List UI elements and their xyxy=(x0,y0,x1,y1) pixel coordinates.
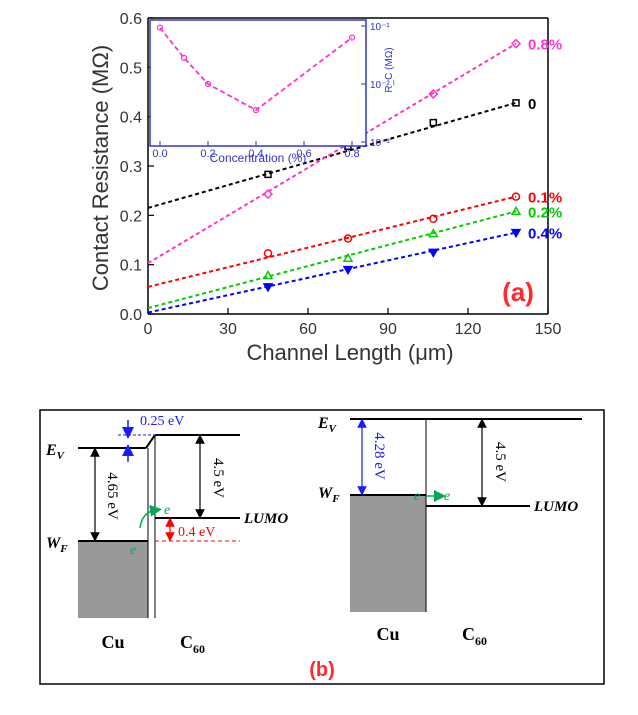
left-offset-label: 0.25 eV xyxy=(140,414,184,429)
data-point xyxy=(428,88,439,100)
series-label: 0.8% xyxy=(528,37,562,54)
data-point xyxy=(510,228,522,239)
inset-y-tick-label: 10⁻² xyxy=(370,80,390,91)
y-tick-label: 0.6 xyxy=(120,11,142,28)
fit-line-0 xyxy=(147,101,517,209)
inset-x-tick-label: 0.6 xyxy=(296,148,311,160)
left-ev-label: EV xyxy=(45,442,66,462)
inset-data-point xyxy=(252,106,260,114)
right-c60-label: C60 xyxy=(462,624,487,648)
right-band-diagram: EV WF 4.28 eV 4.5 eV LUMO e e Cu C60 xyxy=(317,415,582,648)
left-barrier-label: 0.4 eV xyxy=(178,525,215,540)
inset-x-tick-label: 0.4 xyxy=(248,148,263,160)
left-electron-arrow xyxy=(139,504,162,529)
data-point xyxy=(263,249,273,258)
data-point xyxy=(429,214,438,224)
left-electron-label-2: e xyxy=(164,503,170,518)
right-cu-block xyxy=(350,495,426,612)
left-cu-label: Cu xyxy=(101,632,124,652)
x-tick-label: 150 xyxy=(535,321,562,338)
inset-x-axis-label: Concentration (%) xyxy=(210,151,307,165)
fit-line-1 xyxy=(147,42,517,265)
left-electron-label-1: e xyxy=(130,543,136,558)
data-point xyxy=(262,283,274,293)
inset-data-point xyxy=(156,24,164,31)
data-point xyxy=(262,270,274,280)
right-cu-label: Cu xyxy=(376,624,399,644)
inset-data-point xyxy=(180,54,188,62)
fit-line-2 xyxy=(147,195,517,288)
left-band-diagram: EV WF 4.65 eV 4.5 eV 0.25 eV LUMO 0.4 eV… xyxy=(45,414,288,656)
data-point xyxy=(264,170,272,179)
left-c60-label: C60 xyxy=(180,632,205,656)
data-point xyxy=(510,205,522,216)
x-tick-label: 0 xyxy=(144,321,153,338)
data-point xyxy=(342,265,354,276)
y-tick-label: 0.1 xyxy=(120,258,142,275)
fit-line-3 xyxy=(147,210,517,310)
inset-x-tick-label: 0.8 xyxy=(344,148,359,160)
data-point xyxy=(512,99,520,107)
y-tick-label: 0.5 xyxy=(120,60,142,77)
series-label: 0 xyxy=(528,96,536,113)
right-right-gap-label: 4.5 eV xyxy=(492,442,508,482)
inset-y-tick-label: 10⁻³ xyxy=(370,138,390,149)
left-right-gap-label: 4.5 eV xyxy=(210,458,226,498)
series-label: 0.1% xyxy=(528,190,562,207)
x-tick-label: 120 xyxy=(455,321,482,338)
data-point xyxy=(511,192,521,201)
inset-data-point xyxy=(348,34,356,41)
x-tick-label: 90 xyxy=(379,321,397,338)
y-axis-label: Contact Resistance (MΩ) xyxy=(88,45,113,291)
right-lumo-label: LUMO xyxy=(533,499,578,515)
x-tick-label: 60 xyxy=(299,321,317,338)
x-axis-label: Channel Length (μm) xyxy=(246,340,453,365)
contact-resistance-chart: 0 30 60 90 120 150 0.0 0.1 0.2 0.3 0.4 0.5 0.6 0 0.8%… xyxy=(88,11,562,365)
y-tick-label: 0.2 xyxy=(120,208,142,225)
panel-b-label: (b) xyxy=(309,659,335,681)
inset-data-point xyxy=(204,80,212,88)
left-gap-label: 4.65 eV xyxy=(104,472,120,520)
inset-y-axis-label: R_C (MΩ) xyxy=(384,47,395,92)
data-point xyxy=(343,234,353,243)
data-point xyxy=(429,118,438,127)
series-label: 0.4% xyxy=(528,226,562,243)
inset-x-tick-label: 0.2 xyxy=(200,148,215,160)
y-tick-label: 0.4 xyxy=(120,110,142,127)
data-point xyxy=(428,228,439,238)
left-lumo-label: LUMO xyxy=(243,511,288,527)
series-label: 0.2% xyxy=(528,204,562,221)
data-point xyxy=(342,252,354,263)
right-electron-label-2: e xyxy=(444,489,450,504)
left-cu-block xyxy=(78,541,148,618)
right-electron-label-1: e xyxy=(414,489,420,504)
right-gap-label: 4.28 eV xyxy=(371,432,387,480)
inset-frame xyxy=(149,19,367,147)
y-tick-label: 0.0 xyxy=(120,307,142,324)
inset-y-tick-label: 10⁻¹ xyxy=(370,22,390,33)
panel-a-label: (a) xyxy=(502,277,534,307)
left-dipole-step xyxy=(145,434,156,449)
x-tick-label: 30 xyxy=(219,321,237,338)
data-point xyxy=(262,189,274,200)
left-wf-label: WF xyxy=(46,535,68,555)
right-wf-label: WF xyxy=(318,485,340,505)
data-point xyxy=(510,38,522,49)
right-ev-label: EV xyxy=(317,415,338,435)
inset-x-tick-label: 0.0 xyxy=(152,148,167,160)
data-point xyxy=(428,248,439,258)
y-tick-label: 0.3 xyxy=(120,159,142,176)
inset-series-line xyxy=(159,27,353,112)
